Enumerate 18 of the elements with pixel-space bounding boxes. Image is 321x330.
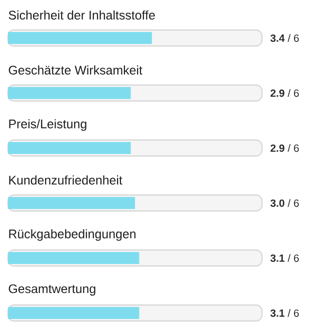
y-tick-label: Preis/Leistung [9,119,86,131]
bar [8,197,135,210]
data-label: 3.4 / 6 [270,34,299,42]
data-label: 3.1 / 6 [270,309,299,317]
y-tick-label: Geschätzte Wirksamkeit [8,65,142,75]
bar [8,87,131,100]
data-label: 3.1 / 6 [270,254,299,262]
bar [8,307,140,320]
y-tick-label: Kundenzufriedenheit [9,175,122,185]
y-tick-label: Gesamtwertung [8,284,96,296]
data-label: 2.9 / 6 [270,89,299,97]
data-label: 2.9 / 6 [270,144,299,152]
y-tick-label: Sicherheit der Inhaltsstoffe [8,10,155,20]
bar [8,142,131,154]
bar [8,252,140,264]
bar [8,32,152,44]
y-tick-label: Rückgabebedingungen [9,229,136,241]
data-label: 3.0 / 6 [270,199,299,207]
